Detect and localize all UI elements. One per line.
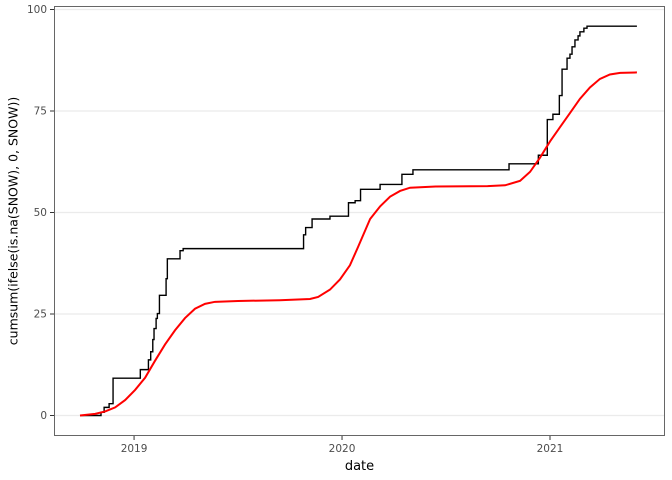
y-tick-label-75: 75 [34,105,47,117]
x-tick-label-2019: 2019 [121,443,148,455]
y-tick-label-0: 0 [40,410,47,422]
series-smoothed-cumulative-snow [79,71,637,417]
y-tick-label-25: 25 [34,308,47,320]
panel-border [54,6,665,436]
y-axis-title: cumsum(ifelse(is.na(SNOW), 0, SNOW)) [5,96,21,346]
y-tick-label-50: 50 [34,207,47,219]
x-axis-title: date [344,459,375,474]
plot-panel [54,6,665,436]
y-tick-label-100: 100 [27,4,47,16]
series-cumulative-snow-step [80,25,637,417]
x-tick-label-2021: 2021 [537,443,564,455]
x-tick-label-2020: 2020 [329,443,356,455]
